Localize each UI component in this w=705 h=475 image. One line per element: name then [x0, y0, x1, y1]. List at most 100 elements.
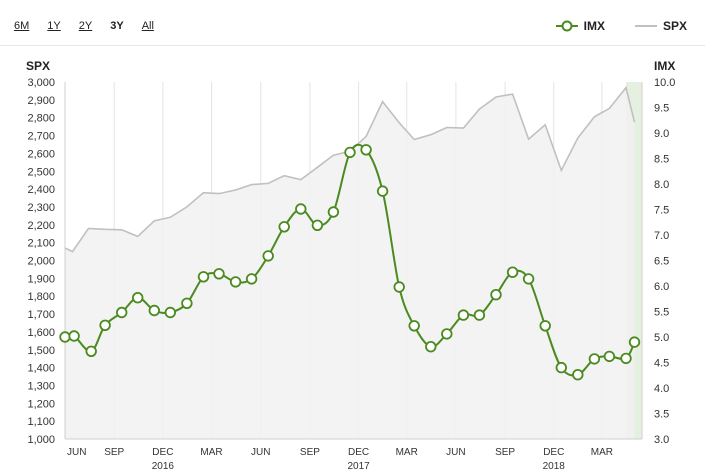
range-1y-button[interactable]: 1Y — [47, 20, 61, 32]
imx-point — [506, 266, 519, 278]
left-axis-tick-label: 1,500 — [27, 345, 55, 357]
right-axis-tick-label: 4.0 — [654, 383, 669, 395]
x-axis-year-label: 2016 — [152, 461, 175, 472]
right-axis-tick-label: 8.0 — [654, 179, 669, 191]
left-axis-tick-label: 1,400 — [27, 363, 55, 375]
imx-point — [148, 304, 161, 317]
x-axis-tick-label: JUN — [446, 447, 465, 458]
right-axis-tick-label: 9.0 — [654, 128, 669, 140]
imx-point — [295, 203, 307, 215]
x-axis-tick-label: SEP — [300, 447, 320, 458]
right-axis-tick-label: 5.0 — [654, 332, 669, 344]
left-axis-tick-label: 2,600 — [27, 148, 55, 160]
right-axis-tick-label: 7.5 — [654, 205, 669, 217]
imx-point — [393, 281, 405, 293]
chart-legend: IMX SPX — [555, 19, 687, 33]
imx-point — [99, 319, 111, 332]
left-axis-tick-label: 1,900 — [27, 273, 55, 285]
left-axis-tick-label: 2,900 — [27, 95, 55, 107]
left-axis-title: SPX — [26, 59, 50, 73]
imx-point — [620, 352, 632, 365]
imx-point — [327, 206, 340, 218]
right-axis-tick-label: 10.0 — [654, 77, 675, 89]
plot-background — [65, 82, 642, 439]
imx-point — [229, 276, 242, 288]
imx-point — [408, 320, 420, 332]
left-axis-tick-label: 2,800 — [27, 113, 55, 125]
imx-point — [115, 306, 128, 319]
imx-point — [181, 297, 193, 310]
legend-item-spx[interactable]: SPX — [634, 19, 687, 33]
range-selector: 6M 1Y 2Y 3Y All — [14, 20, 172, 32]
right-axis-tick-label: 7.0 — [654, 230, 669, 242]
imx-point — [490, 289, 502, 301]
legend-label-imx: IMX — [583, 19, 605, 33]
left-axis-tick-label: 1,000 — [27, 434, 55, 446]
imx-point — [539, 320, 551, 332]
left-axis-tick-label: 2,200 — [27, 220, 55, 232]
highlight-band — [625, 82, 642, 439]
x-axis-tick-label: MAR — [591, 447, 613, 458]
right-axis-tick-label: 3.0 — [654, 434, 669, 446]
left-axis-tick-label: 1,300 — [27, 380, 55, 392]
right-axis-tick-label: 3.5 — [654, 409, 669, 421]
imx-point — [197, 271, 210, 283]
right-axis-tick-label: 8.5 — [654, 154, 669, 166]
imx-point — [572, 369, 584, 381]
imx-point — [425, 341, 437, 353]
x-axis-tick-label: DEC — [348, 447, 369, 458]
x-axis-tick-label: JUN — [251, 447, 270, 458]
left-axis-tick-label: 3,000 — [27, 77, 55, 89]
right-axis-tick-label: 9.5 — [654, 103, 669, 115]
x-axis-tick-label: JUN — [67, 447, 86, 458]
spx-line — [64, 85, 636, 253]
right-axis-tick-label: 4.5 — [654, 358, 669, 370]
x-axis-tick-label: MAR — [396, 447, 418, 458]
legend-item-imx[interactable]: IMX — [555, 19, 605, 33]
left-axis-tick-label: 1,200 — [27, 398, 55, 410]
x-axis-tick-label: MAR — [200, 447, 222, 458]
imx-line — [64, 143, 636, 377]
imx-legend-marker-icon — [555, 20, 578, 32]
spx-area — [65, 87, 635, 439]
imx-point — [555, 361, 568, 374]
x-axis-tick-label: DEC — [152, 447, 173, 458]
range-2y-button[interactable]: 2Y — [78, 20, 93, 32]
imx-point — [441, 328, 453, 340]
left-axis-tick-label: 2,300 — [27, 202, 55, 214]
imx-point — [213, 268, 225, 280]
range-3y-button[interactable]: 3Y — [110, 20, 124, 32]
imx-point — [245, 273, 258, 285]
left-axis-tick-label: 2,500 — [27, 166, 55, 178]
x-axis-year-label: 2017 — [347, 461, 370, 472]
imx-point — [376, 185, 389, 197]
imx-point — [344, 146, 356, 159]
header-divider — [0, 45, 705, 46]
range-6m-button[interactable]: 6M — [14, 20, 30, 32]
left-axis-tick-label: 1,700 — [27, 309, 55, 321]
right-axis-tick-label: 6.5 — [654, 256, 669, 268]
right-axis-tick-label: 5.5 — [654, 307, 669, 319]
left-axis-tick-label: 2,000 — [27, 256, 55, 268]
imx-point — [628, 336, 641, 348]
imx-point — [68, 330, 80, 342]
imx-point — [164, 306, 177, 319]
spx-legend-line-icon — [634, 25, 657, 27]
imx-point — [311, 219, 324, 232]
x-axis-year-label: 2018 — [543, 461, 566, 472]
left-axis-tick-label: 2,100 — [27, 238, 55, 250]
range-all-button[interactable]: All — [141, 20, 154, 32]
left-axis-tick-label: 2,700 — [27, 131, 55, 143]
imx-point — [473, 309, 486, 321]
imx-point — [522, 273, 535, 285]
legend-label-spx: SPX — [662, 19, 687, 33]
imx-point — [278, 221, 290, 233]
right-axis-tick-label: 6.0 — [654, 281, 669, 293]
left-axis-tick-label: 1,100 — [27, 416, 55, 428]
imx-point — [603, 350, 616, 363]
x-axis-tick-label: DEC — [543, 447, 564, 458]
left-axis-tick-label: 2,400 — [27, 184, 55, 196]
imx-point — [59, 331, 71, 343]
imx-point — [131, 292, 144, 304]
